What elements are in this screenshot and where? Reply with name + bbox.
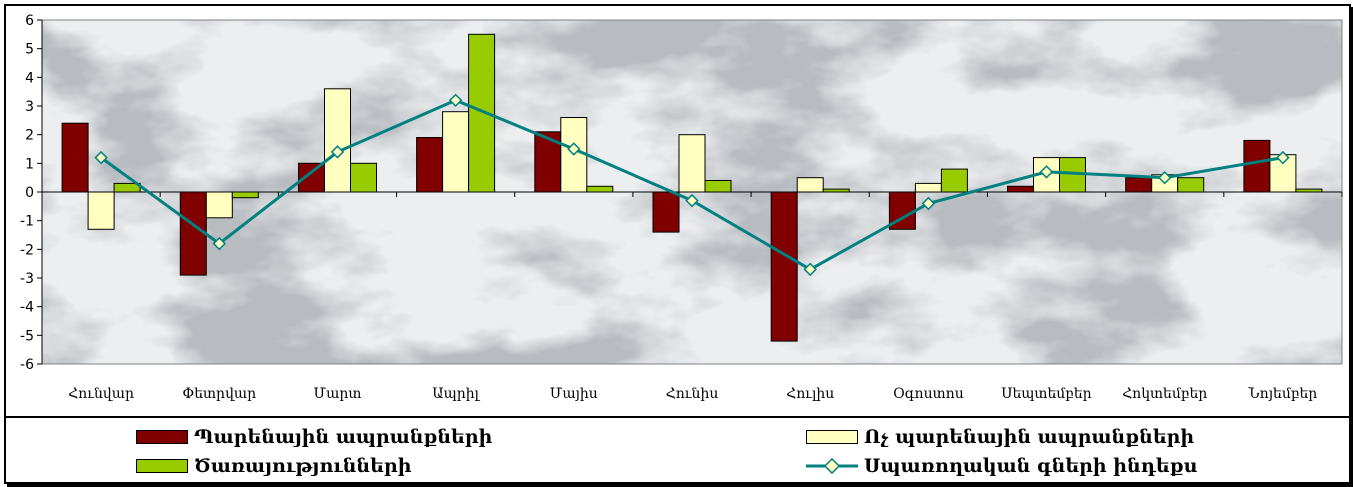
bar-s0-1: [179, 191, 207, 276]
x-tick-label: Հունվար: [68, 386, 134, 402]
bar-s0-10: [1243, 139, 1271, 193]
bar-s1-6: [796, 177, 824, 193]
bar-s1-3: [442, 111, 470, 193]
x-tick-label: Հունիս: [666, 386, 719, 402]
x-tick-label: Ապրիլ: [432, 386, 480, 402]
bar-s0-3: [416, 137, 444, 193]
bar-s2-4: [586, 185, 614, 193]
bar-series-group: [61, 33, 1323, 342]
line-point-10: [1276, 150, 1290, 165]
y-tick-label: 3: [25, 99, 34, 115]
chart-frame: -6 -5 -4 -3 -2 -1 0 1 2 3 4 5 6 Հունվար Փետրվար Մարտ Ապ…: [4, 4, 1351, 484]
bar-s0-0: [61, 122, 89, 193]
bar-s2-9: [1177, 177, 1205, 193]
bar-s0-8: [1007, 185, 1034, 193]
legend-label-services: Ծառայությունների: [194, 455, 412, 477]
y-axis: -6 -5 -4 -3 -2 -1 0 1 2 3 4 5 6: [20, 13, 43, 373]
legend-item-cpi: Սպառողական գների ինդեքս: [806, 455, 1197, 477]
line-point-0: [94, 150, 108, 165]
y-tick-label: 4: [25, 70, 34, 86]
legend-label-nonfood: Ոչ պարենային ապրանքների: [864, 426, 1195, 448]
x-tick-label: Փետրվար: [182, 386, 256, 402]
y-tick-label: -5: [20, 328, 34, 344]
x-tick-label: Հոկտեմբեր: [1122, 386, 1207, 402]
legend-swatch-services: [136, 459, 188, 473]
bar-s0-5: [652, 191, 680, 233]
bar-s2-7: [940, 168, 968, 193]
line-point-8: [1039, 165, 1054, 179]
y-tick-label: -1: [20, 214, 34, 230]
legend-item-services: Ծառայությունների: [136, 455, 411, 477]
y-tick-label: 2: [25, 128, 34, 144]
line-point-9: [1157, 170, 1172, 185]
line-point-5: [685, 193, 699, 208]
y-tick-label: 1: [25, 156, 34, 172]
x-tick-label: Սեպտեմբեր: [1001, 386, 1091, 402]
legend-swatch-food: [136, 430, 188, 444]
bar-s2-5: [704, 180, 732, 193]
legend: Պարենային ապրանքների Ծառայությունների Ոչ…: [6, 416, 1349, 484]
y-tick-label: -4: [20, 300, 34, 316]
line-point-2: [330, 145, 345, 159]
x-tick-label: Մայիս: [550, 386, 598, 402]
line-point-7: [921, 196, 936, 211]
bar-s1-1: [205, 191, 233, 219]
line-series-group: [94, 93, 1290, 277]
x-axis-labels: Հունվար Փետրվար Մարտ Ապրիլ Մայիս Հունիս Հուլիս…: [68, 386, 1317, 402]
y-tick-label: -3: [20, 271, 34, 287]
bar-s1-2: [324, 88, 351, 193]
bar-s1-7: [914, 182, 942, 193]
bar-s2-1: [231, 191, 259, 199]
y-tick-label: -6: [20, 357, 34, 373]
x-tick-label: Նոյեմբեր: [1248, 386, 1318, 402]
y-tick-label: -2: [20, 242, 34, 258]
legend-swatch-nonfood: [806, 430, 858, 444]
bar-s2-2: [350, 162, 377, 193]
bar-s1-0: [87, 191, 115, 230]
bar-s0-6: [770, 191, 798, 342]
legend-item-nonfood: Ոչ պարենային ապրանքների: [806, 426, 1194, 448]
legend-label-cpi: Սպառողական գների ինդեքս: [864, 455, 1198, 477]
line-point-4: [567, 142, 581, 156]
bar-s1-5: [678, 134, 706, 193]
y-tick-label: 5: [25, 42, 34, 58]
line-point-3: [448, 93, 463, 108]
chart-plot: -6 -5 -4 -3 -2 -1 0 1 2 3 4 5 6 Հունվար Փետրվար Մարտ Ապ…: [20, 13, 1343, 402]
x-tick-label: Օգոստոս: [893, 386, 964, 402]
line-point-6: [803, 262, 817, 277]
y-tick-label: 6: [25, 13, 34, 29]
legend-item-food: Պարենային ապրանքների: [136, 426, 492, 448]
x-tick-label: Մարտ: [314, 386, 362, 402]
bar-s0-9: [1125, 177, 1153, 193]
legend-swatch-cpi: [806, 457, 858, 475]
line-point-1: [212, 236, 227, 251]
legend-label-food: Պարենային ապրանքների: [194, 426, 493, 448]
y-tick-label: 0: [25, 185, 34, 201]
x-tick-label: Հուլիս: [786, 386, 834, 402]
